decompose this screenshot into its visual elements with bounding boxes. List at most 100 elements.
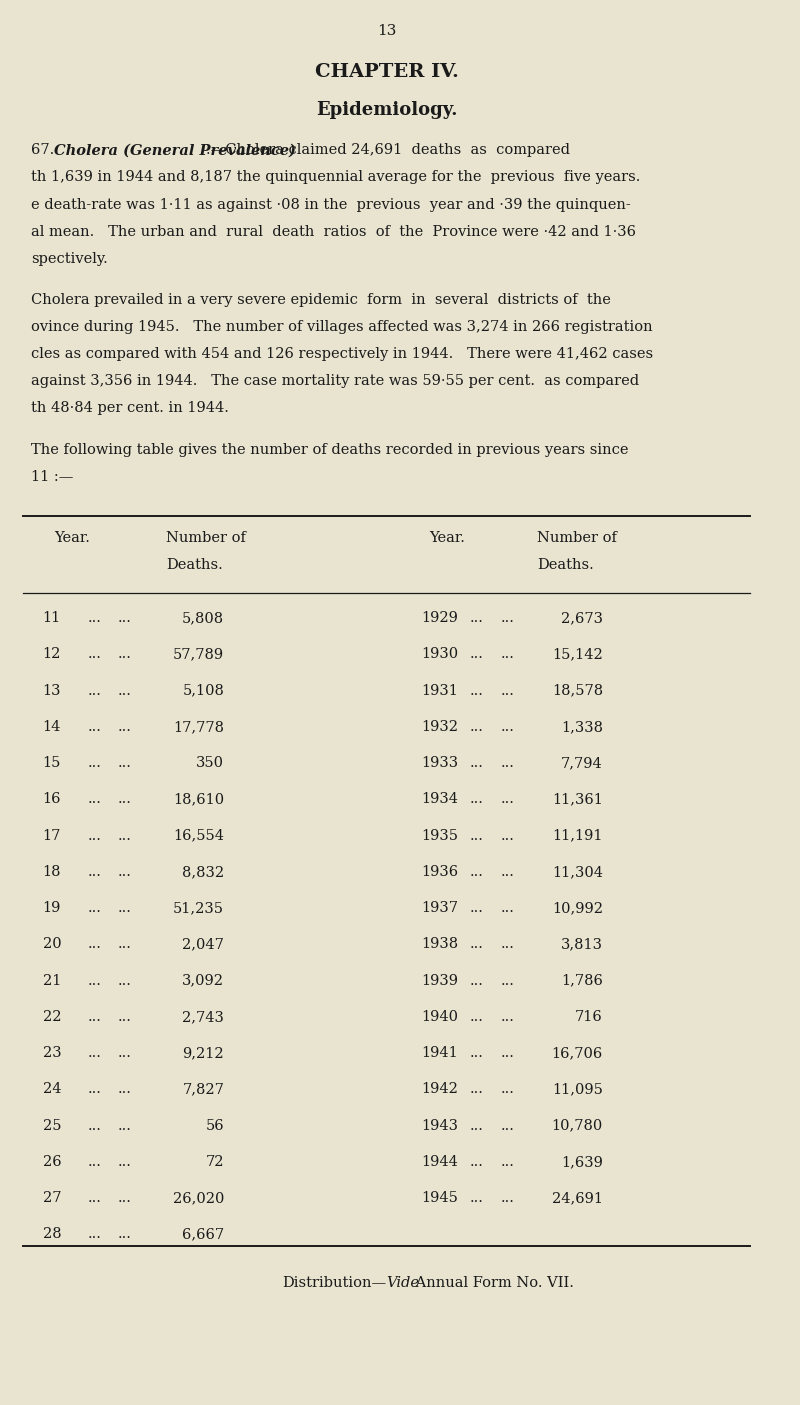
Text: 1944: 1944 (422, 1155, 458, 1169)
Text: 15: 15 (42, 756, 61, 770)
Text: ...: ... (470, 829, 484, 843)
Text: 26: 26 (42, 1155, 61, 1169)
Text: ...: ... (87, 1047, 102, 1061)
Text: 6,667: 6,667 (182, 1228, 224, 1242)
Text: 13: 13 (42, 684, 61, 698)
Text: 21: 21 (42, 974, 61, 988)
Text: ...: ... (87, 829, 102, 843)
Text: ovince during 1945.   The number of villages affected was 3,274 in 266 registrat: ovince during 1945. The number of villag… (31, 320, 653, 334)
Text: 23: 23 (42, 1047, 61, 1061)
Text: 1934: 1934 (422, 792, 458, 806)
Text: 72: 72 (206, 1155, 224, 1169)
Text: th 1,639 in 1944 and 8,187 the quinquennial average for the  previous  five year: th 1,639 in 1944 and 8,187 the quinquenn… (31, 170, 640, 184)
Text: ...: ... (118, 974, 131, 988)
Text: 1943: 1943 (422, 1118, 458, 1132)
Text: 5,808: 5,808 (182, 611, 224, 625)
Text: 57,789: 57,789 (173, 648, 224, 662)
Text: against 3,356 in 1944.   The case mortality rate was 59·55 per cent.  as compare: against 3,356 in 1944. The case mortalit… (31, 374, 639, 388)
Text: 1929: 1929 (422, 611, 458, 625)
Text: 18,610: 18,610 (173, 792, 224, 806)
Text: Number of: Number of (538, 531, 617, 545)
Text: ...: ... (501, 648, 515, 662)
Text: 2,047: 2,047 (182, 937, 224, 951)
Text: Distribution—: Distribution— (282, 1276, 386, 1290)
Text: 11,191: 11,191 (553, 829, 603, 843)
Text: Vide: Vide (386, 1276, 419, 1290)
Text: The following table gives the number of deaths recorded in previous years since: The following table gives the number of … (31, 443, 629, 457)
Text: 24: 24 (42, 1082, 61, 1096)
Text: 1942: 1942 (422, 1082, 458, 1096)
Text: 14: 14 (42, 719, 61, 733)
Text: ...: ... (118, 1118, 131, 1132)
Text: Deaths.: Deaths. (538, 558, 594, 572)
Text: .—Cholera claimed 24,691  deaths  as  compared: .—Cholera claimed 24,691 deaths as compa… (206, 143, 570, 157)
Text: ...: ... (87, 974, 102, 988)
Text: ...: ... (87, 684, 102, 698)
Text: ...: ... (501, 1010, 515, 1024)
Text: 3,813: 3,813 (561, 937, 603, 951)
Text: 1930: 1930 (422, 648, 458, 662)
Text: CHAPTER IV.: CHAPTER IV. (314, 63, 458, 81)
Text: th 48·84 per cent. in 1944.: th 48·84 per cent. in 1944. (31, 402, 229, 416)
Text: ...: ... (118, 756, 131, 770)
Text: al mean.   The urban and  rural  death  ratios  of  the  Province were ·42 and 1: al mean. The urban and rural death ratio… (31, 225, 636, 239)
Text: ...: ... (87, 611, 102, 625)
Text: ...: ... (470, 901, 484, 915)
Text: ...: ... (118, 1228, 131, 1242)
Text: 2,743: 2,743 (182, 1010, 224, 1024)
Text: Cholera prevailed in a very severe epidemic  form  in  several  districts of  th: Cholera prevailed in a very severe epide… (31, 294, 610, 306)
Text: ...: ... (87, 865, 102, 880)
Text: 1939: 1939 (422, 974, 458, 988)
Text: Number of: Number of (166, 531, 246, 545)
Text: 10,992: 10,992 (552, 901, 603, 915)
Text: ...: ... (118, 1082, 131, 1096)
Text: Annual Form No. VII.: Annual Form No. VII. (411, 1276, 574, 1290)
Text: ...: ... (87, 756, 102, 770)
Text: ...: ... (501, 865, 515, 880)
Text: 20: 20 (42, 937, 61, 951)
Text: 18: 18 (42, 865, 61, 880)
Text: 13: 13 (377, 24, 396, 38)
Text: ...: ... (118, 719, 131, 733)
Text: ...: ... (118, 1047, 131, 1061)
Text: ...: ... (87, 792, 102, 806)
Text: 17: 17 (42, 829, 61, 843)
Text: 1938: 1938 (422, 937, 458, 951)
Text: ...: ... (470, 611, 484, 625)
Text: ...: ... (470, 756, 484, 770)
Text: ...: ... (118, 648, 131, 662)
Text: ...: ... (501, 901, 515, 915)
Text: 8,832: 8,832 (182, 865, 224, 880)
Text: ...: ... (470, 865, 484, 880)
Text: 19: 19 (42, 901, 61, 915)
Text: ...: ... (118, 865, 131, 880)
Text: ...: ... (118, 901, 131, 915)
Text: ...: ... (501, 1047, 515, 1061)
Text: 1940: 1940 (422, 1010, 458, 1024)
Text: 16,554: 16,554 (173, 829, 224, 843)
Text: 22: 22 (42, 1010, 61, 1024)
Text: ...: ... (470, 974, 484, 988)
Text: 17,778: 17,778 (173, 719, 224, 733)
Text: ...: ... (470, 1047, 484, 1061)
Text: cles as compared with 454 and 126 respectively in 1944.   There were 41,462 case: cles as compared with 454 and 126 respec… (31, 347, 653, 361)
Text: 1932: 1932 (422, 719, 458, 733)
Text: ...: ... (470, 1082, 484, 1096)
Text: ...: ... (87, 1228, 102, 1242)
Text: 1933: 1933 (422, 756, 458, 770)
Text: 7,827: 7,827 (182, 1082, 224, 1096)
Text: ...: ... (118, 611, 131, 625)
Text: 1,639: 1,639 (561, 1155, 603, 1169)
Text: ...: ... (118, 1191, 131, 1205)
Text: 16: 16 (42, 792, 61, 806)
Text: 1,338: 1,338 (561, 719, 603, 733)
Text: ...: ... (87, 1010, 102, 1024)
Text: 28: 28 (42, 1228, 61, 1242)
Text: Deaths.: Deaths. (166, 558, 223, 572)
Text: ...: ... (470, 792, 484, 806)
Text: ...: ... (87, 1082, 102, 1096)
Text: 1931: 1931 (422, 684, 458, 698)
Text: 7,794: 7,794 (562, 756, 603, 770)
Text: 1935: 1935 (422, 829, 458, 843)
Text: 26,020: 26,020 (173, 1191, 224, 1205)
